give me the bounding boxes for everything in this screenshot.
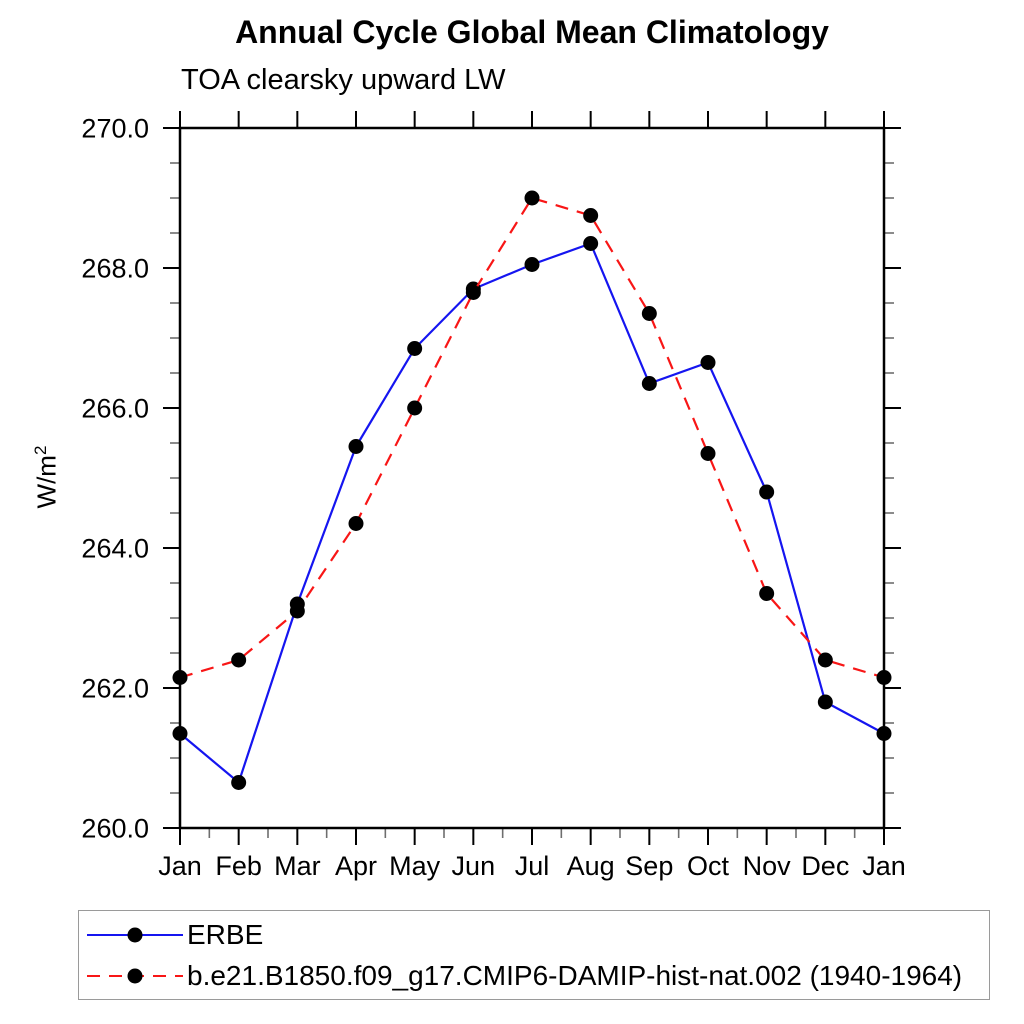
data-point: [817, 652, 833, 668]
data-point: [172, 726, 188, 741]
x-tick-label: May: [389, 851, 441, 881]
data-point: [289, 603, 305, 619]
data-point: [407, 341, 423, 356]
data-point: [583, 236, 599, 251]
data-point: [583, 208, 599, 223]
data-point: [348, 439, 364, 454]
y-tick-label: 266.0: [81, 394, 149, 424]
y-tick-label: 268.0: [81, 254, 149, 284]
legend-sample-solid-line-icon: [87, 927, 183, 942]
x-tick-label: Apr: [335, 851, 377, 881]
data-point: [524, 257, 540, 272]
legend-box: ERBE b.e21.B1850.f09_g17.CMIP6-DAMIP-his…: [78, 910, 990, 1000]
x-tick-label: Jan: [862, 851, 906, 881]
data-point: [407, 400, 423, 416]
plot-frame: [178, 126, 886, 830]
data-point: [348, 516, 364, 531]
y-tick-label: 264.0: [81, 534, 149, 564]
chart-subtitle: TOA clearsky upward LW: [181, 64, 506, 96]
data-point: [231, 652, 247, 668]
x-tick-label: Sep: [625, 851, 673, 881]
data-point: [759, 484, 775, 500]
x-tick-label: Dec: [801, 851, 849, 881]
data-point: [641, 306, 657, 321]
data-point: [759, 586, 775, 601]
data-point: [172, 670, 188, 685]
data-point: [700, 446, 716, 461]
data-point: [700, 355, 716, 370]
data-point: [231, 775, 247, 790]
x-tick-label: Oct: [687, 851, 730, 881]
x-tick-label: Jun: [452, 851, 496, 881]
legend-sample-dashed-line-icon: [87, 968, 183, 983]
data-point: [876, 726, 892, 741]
legend-entry-model: b.e21.B1850.f09_g17.CMIP6-DAMIP-hist-nat…: [83, 955, 989, 996]
y-tick-label: 270.0: [81, 114, 149, 144]
y-tick-label: 262.0: [81, 674, 149, 704]
data-point: [641, 376, 657, 391]
x-tick-label: Nov: [743, 851, 792, 881]
y-tick-label: 260.0: [81, 814, 149, 844]
data-point: [876, 670, 892, 685]
x-tick-label: Mar: [274, 851, 321, 881]
data-point: [524, 190, 540, 206]
legend-label-model: b.e21.B1850.f09_g17.CMIP6-DAMIP-hist-nat…: [187, 959, 963, 991]
x-tick-label: Jul: [515, 851, 550, 881]
chart-title: Annual Cycle Global Mean Climatology: [235, 14, 829, 50]
data-point: [465, 285, 481, 300]
legend-label-erbe: ERBE: [187, 918, 264, 950]
x-tick-label: Jan: [158, 851, 202, 881]
x-tick-label: Aug: [567, 851, 615, 881]
legend-entry-erbe: ERBE: [83, 914, 989, 955]
series-line-erbe: [179, 242, 885, 785]
data-point: [817, 694, 833, 710]
x-tick-label: Feb: [215, 851, 262, 881]
